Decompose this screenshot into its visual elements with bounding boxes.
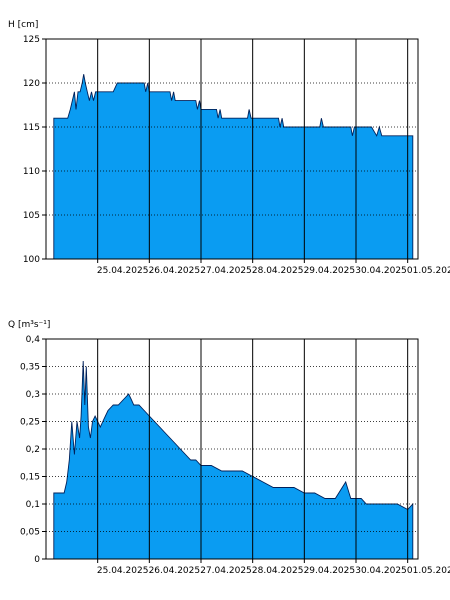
y-tick-label: 115 <box>23 123 40 133</box>
y-tick-label: 0,25 <box>20 418 40 428</box>
y-unit-label: Q [m³s⁻¹] <box>8 320 50 330</box>
plot-frame <box>45 338 419 560</box>
y-tick-label: 0,35 <box>20 363 40 373</box>
y-tick-label: 105 <box>23 211 40 221</box>
x-tick-label: 01.05.2025 <box>407 266 450 276</box>
y-tick-label: 0 <box>34 555 40 565</box>
x-tick-label: 27.04.2025 <box>200 266 252 276</box>
y-tick-label: 0,1 <box>26 500 40 510</box>
y-tick-label: 110 <box>23 167 40 177</box>
x-tick-label: 30.04.2025 <box>355 566 407 576</box>
y-tick-label: 125 <box>23 35 40 45</box>
x-tick-label: 29.04.2025 <box>304 566 356 576</box>
x-tick-label: 25.04.2025 <box>97 266 149 276</box>
y-tick-label: 0,05 <box>20 528 40 538</box>
x-tick-label: 26.04.2025 <box>149 266 201 276</box>
x-tick-label: 28.04.2025 <box>252 266 304 276</box>
x-tick-label: 26.04.2025 <box>149 566 201 576</box>
discharge-chart: 00,050,10,150,20,250,30,350,425.04.2025 2… <box>8 320 450 576</box>
plot-frame <box>45 38 419 260</box>
x-tick-label: 28.04.2025 <box>252 566 304 576</box>
y-unit-label: H [cm] <box>8 20 38 30</box>
x-tick-label: 30.04.2025 <box>355 266 407 276</box>
water-level-chart: 100 105 110 115 120 125 25.04.2025 26.04.2025 27… <box>8 20 450 276</box>
x-tick-label: 29.04.2025 <box>304 266 356 276</box>
y-tick-label: 120 <box>23 79 40 89</box>
series-area <box>53 360 414 560</box>
y-tick-label: 100 <box>23 255 40 265</box>
series-area <box>53 74 414 260</box>
x-tick-label: 27.04.2025 <box>200 566 252 576</box>
y-tick-label: 0,4 <box>26 335 41 345</box>
y-tick-label: 0,2 <box>26 445 40 455</box>
x-tick-label: 01.05.2025 <box>407 566 450 576</box>
x-tick-label: 25.04.2025 <box>97 566 149 576</box>
y-tick-label: 0,15 <box>20 473 40 483</box>
y-tick-label: 0,3 <box>26 390 40 400</box>
